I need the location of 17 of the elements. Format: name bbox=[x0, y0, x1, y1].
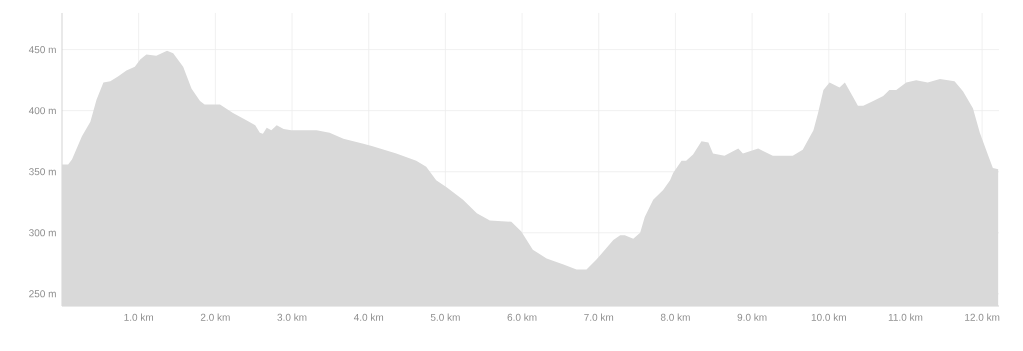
y-tick-label: 300 m bbox=[29, 229, 56, 237]
x-tick-label: 10.0 km bbox=[811, 313, 846, 321]
x-tick-label: 1.0 km bbox=[124, 313, 154, 321]
x-tick-label: 2.0 km bbox=[200, 313, 230, 321]
x-tick-label: 9.0 km bbox=[737, 313, 767, 321]
x-tick-label: 11.0 km bbox=[888, 313, 923, 321]
y-tick-label: 450 m bbox=[28, 46, 56, 54]
x-tick-label: 3.0 km bbox=[277, 313, 307, 321]
y-tick-label: 350 m bbox=[29, 168, 56, 176]
y-tick-label: 250 m bbox=[29, 290, 56, 298]
y-tick-label: 400 m bbox=[28, 107, 56, 115]
x-tick-label: 7.0 km bbox=[584, 313, 614, 321]
x-tick-label: 5.0 km bbox=[430, 313, 460, 321]
x-tick-label: 6.0 km bbox=[507, 313, 537, 321]
x-tick-label: 8.0 km bbox=[660, 313, 690, 321]
x-tick-label: 12.0 km bbox=[965, 313, 1000, 321]
x-tick-label: 4.0 km bbox=[353, 313, 384, 321]
